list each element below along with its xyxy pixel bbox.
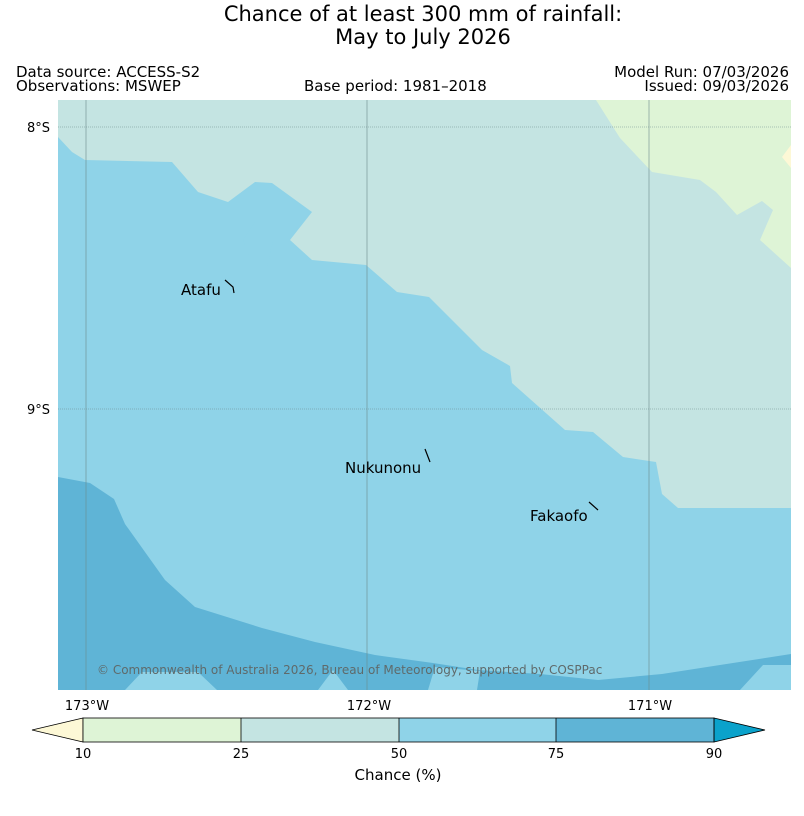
copyright-notice: © Commonwealth of Australia 2026, Bureau… <box>97 663 602 677</box>
colorbar: 10 25 50 75 90 Chance (%) <box>31 717 766 784</box>
notch-4 <box>740 665 791 690</box>
notch-1 <box>125 672 217 690</box>
zone-below-10 <box>782 145 791 168</box>
title-line-1: Chance of at least 300 mm of rainfall: <box>223 2 623 26</box>
colorbar-ticks <box>240 718 557 742</box>
notch-2 <box>318 670 348 690</box>
colorbar-outline <box>82 717 715 743</box>
lat-label-9s: 9°S <box>27 403 50 418</box>
colorbar-tick-90: 90 <box>706 747 723 762</box>
colorbar-segment-75-90 <box>556 718 714 742</box>
observations-text: Observations: MSWEP <box>16 77 181 95</box>
issued-text: Issued: 09/03/2026 <box>644 77 789 95</box>
colorbar-low-extension <box>31 717 84 743</box>
model-run-text: Model Run: 07/03/2026 <box>614 63 789 81</box>
zone-25-50 <box>58 100 791 508</box>
lon-label-173w: 173°W <box>65 699 109 714</box>
title-line-2: May to July 2026 <box>335 25 511 49</box>
place-label-atafu: Atafu <box>181 281 221 299</box>
lon-label-171w: 171°W <box>628 699 672 714</box>
colorbar-tick-25: 25 <box>233 747 250 762</box>
colorbar-tick-50: 50 <box>391 747 408 762</box>
colorbar-tick-10: 10 <box>75 747 92 762</box>
lon-label-172w: 172°W <box>347 699 391 714</box>
lat-label-8s: 8°S <box>27 121 50 136</box>
notch-3 <box>428 667 480 690</box>
map-title: Chance of at least 300 mm of rainfall: M… <box>0 3 804 49</box>
base-period-text: Base period: 1981–2018 <box>304 77 487 95</box>
nukunonu-outline <box>424 448 431 463</box>
colorbar-tick-75: 75 <box>548 747 565 762</box>
colorbar-segment-25-50 <box>241 718 399 742</box>
zone-50-75-lobe <box>243 222 273 272</box>
colorbar-segment-10-25 <box>83 718 241 742</box>
colorbar-segment-50-75 <box>399 718 556 742</box>
zone-10-25 <box>596 100 791 268</box>
probability-fill <box>58 100 791 690</box>
data-source-text: Data source: ACCESS-S2 <box>16 63 201 81</box>
place-label-nukunonu: Nukunonu <box>345 459 421 477</box>
colorbar-high-extension <box>713 717 766 743</box>
fakaofo-outline <box>588 501 599 511</box>
zone-75-90 <box>58 477 791 690</box>
graticule <box>58 100 791 690</box>
colorbar-label: Chance (%) <box>355 766 442 784</box>
atafu-outline <box>224 279 235 294</box>
place-label-fakaofo: Fakaofo <box>530 507 588 525</box>
